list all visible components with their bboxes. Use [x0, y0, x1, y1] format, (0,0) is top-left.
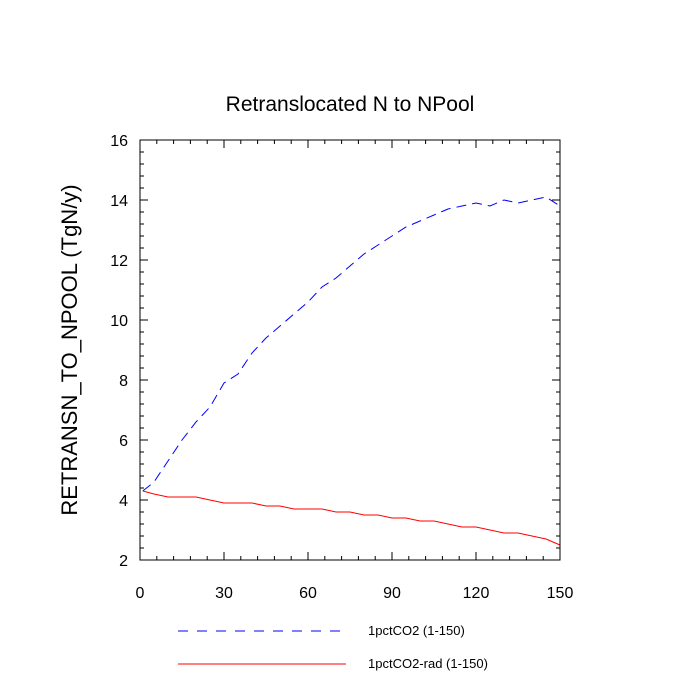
x-tick-label: 120 [463, 585, 490, 602]
y-tick-label: 2 [119, 553, 128, 570]
series-line-0 [142, 196, 561, 492]
legend-label-0: 1pctCO2 (1-150) [368, 623, 465, 638]
y-tick-label: 14 [110, 193, 128, 210]
y-tick-label: 8 [119, 373, 128, 390]
series-layer [142, 196, 561, 546]
chart-title: Retranslocated N to NPool [226, 93, 475, 116]
ticks-layer: 0 30 60 90 120 150 2 4 6 8 10 12 14 16 [110, 133, 573, 602]
y-tick-label: 6 [119, 433, 128, 450]
plot-frame [139, 139, 561, 561]
x-tick-label: 150 [547, 585, 574, 602]
legend: 1pctCO2 (1-150) 1pctCO2-rad (1-150) [178, 623, 488, 671]
x-tick-label: 60 [299, 585, 317, 602]
x-tick-label: 90 [383, 585, 401, 602]
y-tick-label: 4 [119, 493, 128, 510]
y-tick-label: 12 [110, 253, 128, 270]
y-axis-label: RETRANSN_TO_NPOOL (TgN/y) [57, 184, 82, 515]
x-tick-label: 30 [215, 585, 233, 602]
y-tick-label: 16 [110, 133, 128, 150]
y-tick-label: 10 [110, 313, 128, 330]
series-line-1 [142, 490, 561, 546]
legend-label-1: 1pctCO2-rad (1-150) [368, 656, 488, 671]
x-tick-label: 0 [136, 585, 145, 602]
